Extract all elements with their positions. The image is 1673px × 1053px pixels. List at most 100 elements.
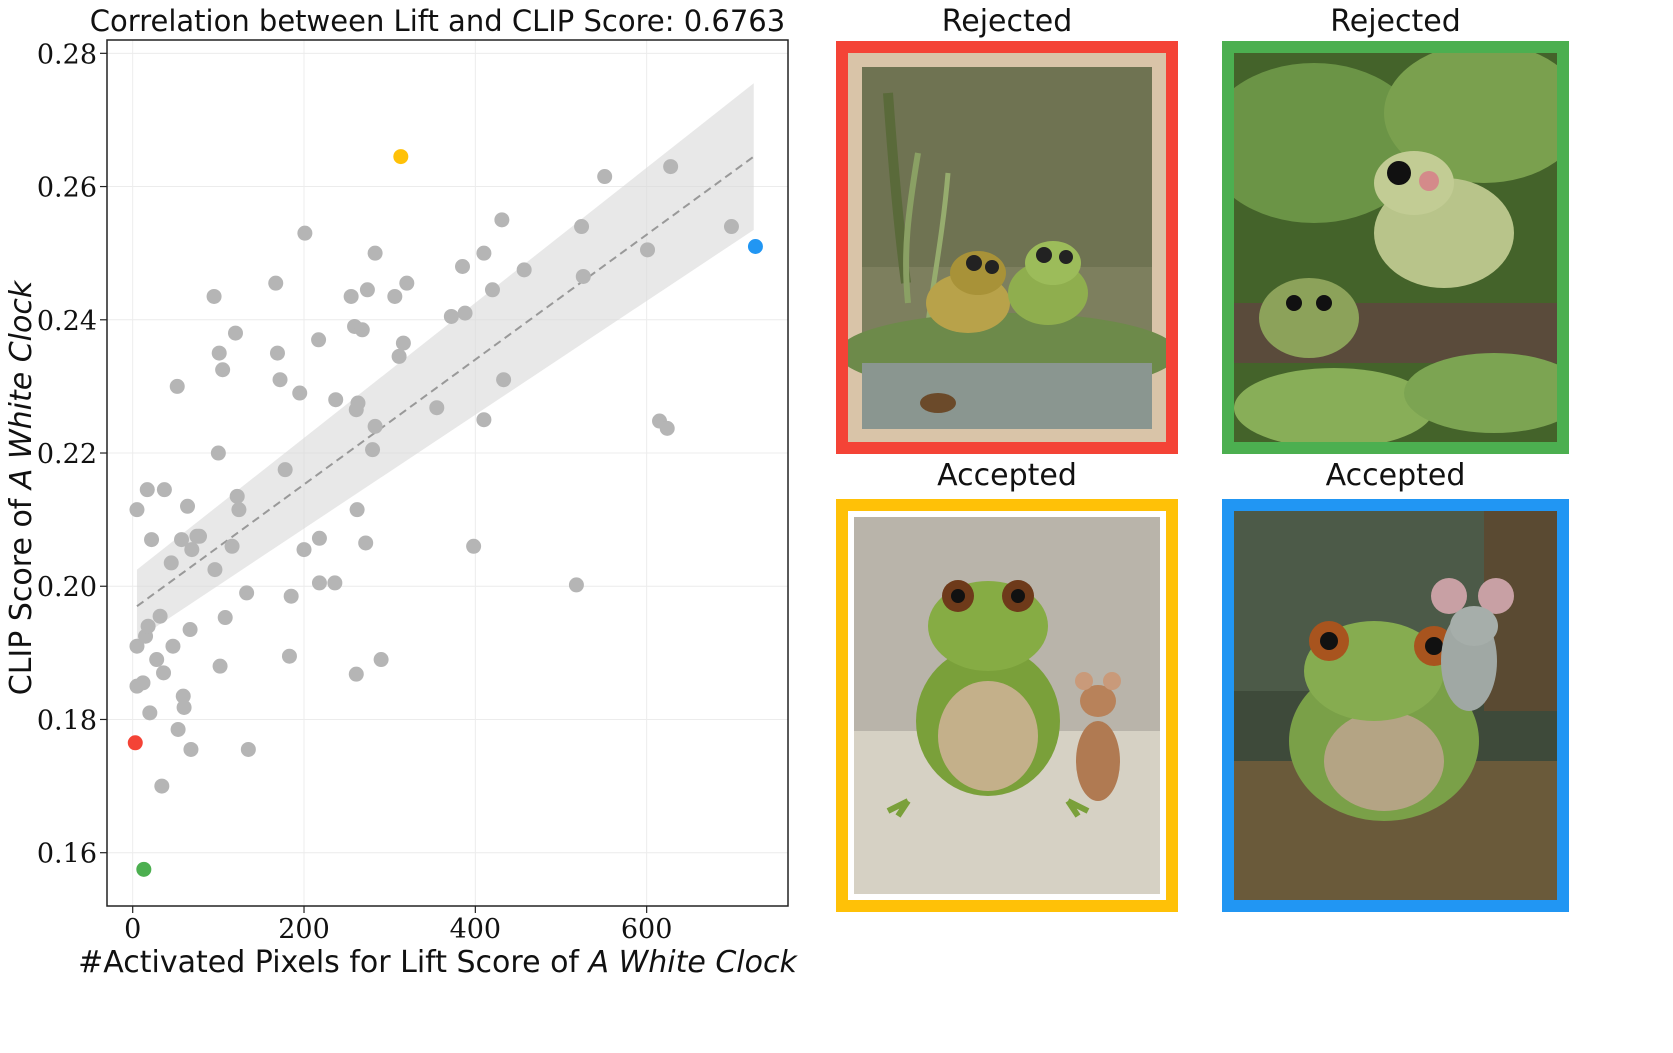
data-point (139, 482, 155, 498)
data-point (466, 538, 482, 554)
data-point (175, 688, 191, 704)
data-point (387, 288, 403, 304)
data-point (359, 282, 375, 298)
image-panel-rejected-1: Rejected (836, 0, 1178, 920)
data-point (140, 618, 156, 634)
data-point (350, 395, 366, 411)
data-point (297, 225, 313, 241)
data-point (296, 542, 312, 558)
data-point (183, 741, 199, 757)
chart-title: Correlation between Lift and CLIP Score:… (90, 4, 785, 38)
data-point (367, 418, 383, 434)
data-point (156, 665, 172, 681)
frog-painting-image (1234, 53, 1557, 442)
data-point (281, 648, 297, 664)
image-panel-accepted-2: Accepted (1222, 458, 1569, 920)
data-point (496, 372, 512, 388)
data-point (217, 610, 233, 626)
image-panel-rejected-2: Rejected (1222, 0, 1569, 920)
data-point (170, 721, 186, 737)
data-point (277, 462, 293, 478)
frog-and-mouse-image (848, 511, 1166, 900)
y-axis-label: CLIP Score of A White Clock (4, 279, 39, 695)
y-tick-label: 0.20 (37, 572, 97, 603)
data-point (215, 362, 231, 378)
data-point (206, 288, 222, 304)
panel-title: Rejected (941, 4, 1073, 39)
data-point (597, 169, 613, 185)
data-point (311, 575, 327, 591)
highlighted-point (136, 861, 152, 877)
panel-title: Accepted (1325, 458, 1466, 493)
data-point (454, 258, 470, 274)
y-tick-label: 0.16 (37, 839, 97, 870)
y-tick-label: 0.28 (37, 39, 97, 70)
data-point (327, 575, 343, 591)
data-point (373, 652, 389, 668)
image-frame-blue (1222, 499, 1569, 912)
data-point (224, 538, 240, 554)
data-point (184, 542, 200, 558)
x-axis-label: #Activated Pixels for Lift Score of A Wh… (78, 945, 798, 980)
data-point (311, 530, 327, 546)
frog-painting-image (848, 53, 1166, 442)
data-point (231, 502, 247, 518)
data-point (443, 308, 459, 324)
data-point (395, 335, 411, 351)
data-point (269, 345, 285, 361)
data-point (283, 588, 299, 604)
data-point (152, 608, 168, 624)
y-axis-ticks: 0.16 0.18 0.20 0.22 0.24 0.26 0.28 (37, 39, 107, 870)
data-point (182, 622, 198, 638)
x-axis-ticks: 0 200 400 600 (124, 906, 672, 945)
panel-title: Rejected (1330, 4, 1461, 39)
data-point (476, 412, 492, 428)
data-point (391, 348, 407, 364)
y-tick-label: 0.18 (37, 705, 97, 736)
image-frame-yellow (836, 499, 1178, 912)
x-tick-label: 0 (124, 914, 141, 945)
data-point (399, 275, 415, 291)
image-frame-red (836, 41, 1178, 454)
highlighted-point (393, 149, 409, 165)
data-point (229, 488, 245, 504)
image-frame-green (1222, 41, 1569, 454)
data-point (429, 400, 445, 416)
data-point (272, 372, 288, 388)
data-point (349, 502, 365, 518)
data-points (129, 159, 739, 794)
data-point (365, 442, 381, 458)
data-point (129, 502, 145, 518)
data-point (516, 262, 532, 278)
x-tick-label: 600 (621, 914, 673, 945)
image-panel-accepted-1: Accepted (836, 458, 1178, 920)
data-point (311, 332, 327, 348)
data-point (207, 562, 223, 578)
data-point (180, 498, 196, 514)
highlighted-point (127, 735, 143, 751)
data-point (659, 420, 675, 436)
data-point (640, 242, 656, 258)
data-point (575, 268, 591, 284)
data-point (240, 741, 256, 757)
data-point (367, 245, 383, 261)
data-point (154, 778, 170, 794)
data-point (574, 219, 590, 235)
data-point (348, 666, 364, 682)
data-point (239, 585, 255, 601)
data-point (328, 392, 344, 408)
data-point (476, 245, 492, 261)
data-point (494, 212, 510, 228)
y-tick-label: 0.26 (37, 173, 97, 204)
data-point (484, 282, 500, 298)
data-point (129, 638, 145, 654)
data-point (211, 345, 227, 361)
data-point (268, 275, 284, 291)
data-point (227, 325, 243, 341)
data-point (176, 699, 192, 715)
data-point (723, 219, 739, 235)
data-point (212, 658, 228, 674)
regression-line (136, 155, 755, 608)
y-tick-label: 0.22 (37, 439, 97, 470)
data-point (156, 482, 172, 498)
